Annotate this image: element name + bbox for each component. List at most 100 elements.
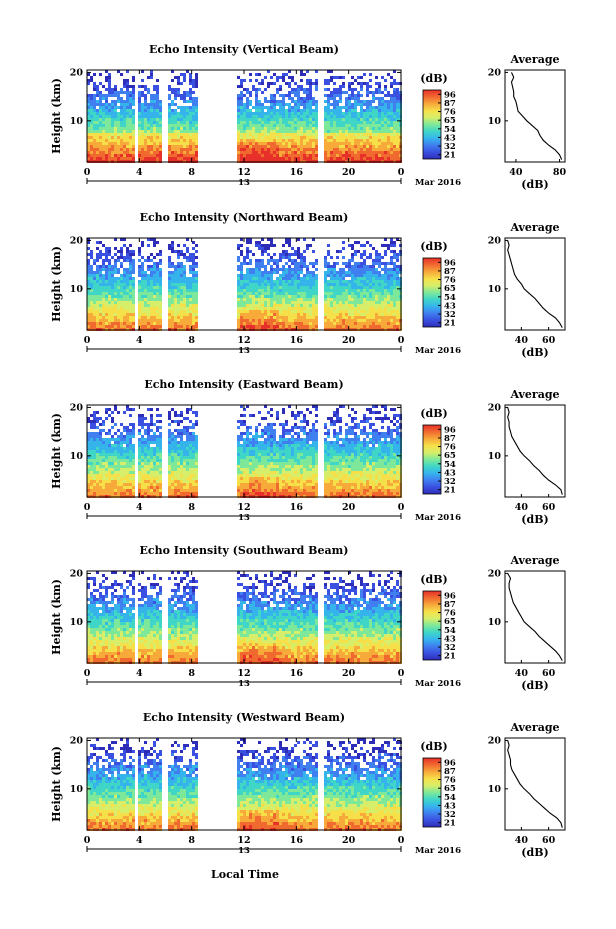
heatmap-cell — [171, 283, 174, 286]
heatmap-cell — [372, 127, 375, 130]
heatmap-cell — [252, 112, 255, 115]
heatmap-cell — [108, 268, 111, 271]
heatmap-cell — [270, 133, 273, 136]
heatmap-cell — [384, 238, 387, 241]
heatmap-cell — [186, 106, 189, 109]
heatmap-cell — [192, 85, 195, 88]
heatmap-cell — [360, 268, 363, 271]
heatmap-cell — [138, 295, 141, 298]
heatmap-cell — [261, 109, 264, 112]
heatmap-cell — [387, 280, 390, 283]
heatmap-cell — [336, 289, 339, 292]
heatmap-cell — [354, 265, 357, 268]
heatmap-cell — [93, 130, 96, 133]
heatmap-cell — [294, 82, 297, 85]
heatmap-cell — [189, 298, 192, 301]
heatmap-cell — [141, 325, 144, 328]
heatmap-cell — [348, 307, 351, 310]
heatmap-cell — [312, 157, 315, 160]
heatmap-cell — [285, 103, 288, 106]
heatmap-cell — [306, 268, 309, 271]
heatmap-cell — [384, 304, 387, 307]
heatmap-cell — [393, 307, 396, 310]
heatmap-cell — [195, 127, 198, 130]
heatmap-cell — [147, 265, 150, 268]
heatmap-cell — [123, 319, 126, 322]
heatmap-cell — [117, 94, 120, 97]
heatmap-cell — [345, 130, 348, 133]
heatmap-cell — [126, 486, 129, 489]
heatmap-cell — [303, 298, 306, 301]
heatmap-cell — [138, 429, 141, 432]
heatmap-cell — [147, 313, 150, 316]
heatmap-cell — [363, 307, 366, 310]
heatmap-cell — [258, 145, 261, 148]
heatmap-cell — [180, 283, 183, 286]
heatmap-cell — [333, 118, 336, 121]
heatmap-cell — [387, 277, 390, 280]
heatmap-cell — [276, 289, 279, 292]
heatmap-cell — [366, 241, 369, 244]
heatmap-cell — [195, 271, 198, 274]
heatmap-cell — [132, 268, 135, 271]
heatmap-cell — [312, 148, 315, 151]
heatmap-cell — [150, 253, 153, 256]
heatmap-cell — [105, 127, 108, 130]
heatmap-cell — [249, 112, 252, 115]
heatmap-cell — [144, 277, 147, 280]
heatmap-cell — [108, 301, 111, 304]
heatmap-cell — [246, 283, 249, 286]
heatmap-cell — [282, 136, 285, 139]
heatmap-cell — [312, 112, 315, 115]
heatmap-cell — [177, 127, 180, 130]
heatmap-cell — [309, 121, 312, 124]
heatmap-cell — [330, 115, 333, 118]
heatmap-cell — [108, 253, 111, 256]
heatmap-cell — [180, 310, 183, 313]
heatmap-cell — [105, 151, 108, 154]
heatmap-cell — [306, 316, 309, 319]
heatmap-cell — [174, 88, 177, 91]
heatmap-cell — [114, 444, 117, 447]
heatmap-cell — [366, 91, 369, 94]
heatmap-cell — [243, 154, 246, 157]
heatmap-cell — [381, 292, 384, 295]
heatmap-cell — [171, 250, 174, 253]
heatmap-cell — [351, 142, 354, 145]
heatmap-cell — [138, 154, 141, 157]
heatmap-cell — [177, 148, 180, 151]
heatmap-cell — [246, 91, 249, 94]
heatmap-cell — [195, 274, 198, 277]
heatmap-cell — [123, 91, 126, 94]
heatmap-cell — [114, 450, 117, 453]
heatmap-cell — [288, 316, 291, 319]
heatmap-cell — [285, 121, 288, 124]
heatmap-cell — [93, 157, 96, 160]
heatmap-cell — [102, 465, 105, 468]
heatmap-cell — [378, 82, 381, 85]
heatmap-cell — [138, 136, 141, 139]
heatmap-cell — [369, 256, 372, 259]
heatmap-cell — [372, 286, 375, 289]
heatmap-cell — [195, 97, 198, 100]
heatmap-cell — [282, 265, 285, 268]
heatmap-cell — [267, 289, 270, 292]
heatmap-cell — [102, 429, 105, 432]
heatmap-cell — [279, 154, 282, 157]
heatmap-cell — [183, 97, 186, 100]
heatmap-cell — [357, 289, 360, 292]
heatmap-cell — [378, 289, 381, 292]
heatmap-cell — [288, 277, 291, 280]
heatmap-cell — [105, 130, 108, 133]
heatmap-cell — [93, 292, 96, 295]
heatmap-cell — [381, 76, 384, 79]
heatmap-cell — [120, 142, 123, 145]
heatmap-cell — [279, 286, 282, 289]
heatmap-cell — [96, 241, 99, 244]
heatmap-cell — [330, 97, 333, 100]
heatmap-cell — [117, 97, 120, 100]
heatmap-cell — [246, 97, 249, 100]
heatmap-cell — [123, 474, 126, 477]
heatmap-cell — [297, 319, 300, 322]
y-tick-label: 20 — [70, 235, 84, 246]
